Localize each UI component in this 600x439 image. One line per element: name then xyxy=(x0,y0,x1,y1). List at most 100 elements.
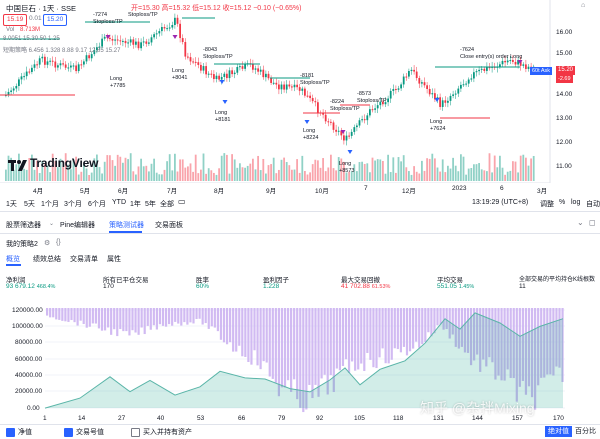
drawdown-bar xyxy=(244,308,247,357)
buy-button[interactable]: 15.20 xyxy=(43,14,68,26)
range-all[interactable]: 全部 xyxy=(160,201,174,208)
candle-body xyxy=(499,64,501,67)
drawdown-bar xyxy=(91,308,94,324)
tab-stock-screener[interactable]: 股票筛选器 xyxy=(6,222,41,229)
candle-body xyxy=(189,57,192,62)
log-toggle[interactable]: log xyxy=(571,199,581,206)
time-axis[interactable]: 4月 5月 6月 7月 8月 9月 10月 7 12月 2023 6 3月 xyxy=(0,184,550,195)
drawdown-bar xyxy=(262,308,265,362)
symbol-title[interactable]: 中国巨石 · 1天 · SSE xyxy=(6,4,77,13)
settings-icon[interactable]: ⚙ xyxy=(44,240,51,247)
drawdown-bar xyxy=(216,308,219,332)
drawdown-bar xyxy=(219,308,223,340)
drawdown-bar xyxy=(55,308,58,320)
volume-bar xyxy=(457,171,460,181)
metric-value: 11 xyxy=(519,283,526,290)
trades-checkbox[interactable] xyxy=(64,428,73,437)
adjust-toggle[interactable]: 调整 xyxy=(540,201,554,208)
volume-bar xyxy=(363,163,366,181)
volume-bar xyxy=(319,167,322,181)
candle-body xyxy=(41,56,44,59)
strategy-name[interactable]: 我的策略2 xyxy=(6,241,38,248)
volume-bar xyxy=(376,159,379,181)
candle-body xyxy=(124,40,127,44)
drawdown-bar xyxy=(378,308,381,358)
range-1y[interactable]: 1年 xyxy=(130,201,141,208)
range-3m[interactable]: 3个月 xyxy=(64,201,82,208)
range-5y[interactable]: 5年 xyxy=(145,201,156,208)
buy-hold-checkbox[interactable] xyxy=(131,428,140,437)
drawdown-bar xyxy=(149,308,152,330)
drawdown-bar xyxy=(527,308,531,387)
volume-value: 8.713M xyxy=(20,27,41,33)
equity-checkbox[interactable] xyxy=(6,428,15,437)
volume-bar xyxy=(423,170,426,181)
candle-body xyxy=(483,68,486,71)
range-6m[interactable]: 6个月 xyxy=(88,201,106,208)
subtab-overview[interactable]: 概览 xyxy=(6,256,20,263)
volume-bar xyxy=(389,172,392,181)
candle-body xyxy=(122,40,124,42)
clock-time[interactable]: 13:19:29 (UTC+8) xyxy=(472,199,529,206)
chevron-down-icon[interactable]: ⌄ xyxy=(49,221,55,227)
candle-body xyxy=(517,59,519,65)
candle-body xyxy=(270,78,272,83)
price-axis[interactable]: ⌂ 16.00 15.00 14.00 13.00 12.00 11.00 xyxy=(553,0,600,183)
drawdown-bar xyxy=(430,308,433,337)
source-code-icon[interactable]: {} xyxy=(56,239,61,246)
volume-bar xyxy=(506,171,509,181)
candle-body xyxy=(452,94,454,96)
auto-toggle[interactable]: 自动 xyxy=(586,201,600,208)
price-chart[interactable]: 中国巨石 · 1天 · SSE 开=15.30 高=15.32 低=15.12 … xyxy=(0,0,600,195)
candle-body xyxy=(356,125,358,128)
range-1m[interactable]: 1个月 xyxy=(41,201,59,208)
maximize-icon[interactable]: ◻ xyxy=(589,218,596,227)
candle-body xyxy=(473,72,475,79)
drawdown-bar xyxy=(530,308,534,398)
range-ytd[interactable]: YTD xyxy=(112,199,126,206)
tab-trading-panel[interactable]: 交易面板 xyxy=(155,222,183,229)
perf-y-tick: 100000.00 xyxy=(12,323,43,330)
candle-body xyxy=(465,83,467,85)
subtab-trade-list[interactable]: 交易清单 xyxy=(70,256,98,263)
volume-bar xyxy=(41,160,44,181)
volume-bar xyxy=(72,159,75,181)
volume-bar xyxy=(488,153,491,181)
candle-body xyxy=(90,54,93,59)
drawdown-bar xyxy=(488,308,491,358)
candle-body xyxy=(153,34,155,38)
drawdown-bar xyxy=(540,308,543,378)
percent-button[interactable]: 百分比 xyxy=(575,428,596,435)
volume-bar xyxy=(265,173,267,181)
percent-toggle[interactable]: % xyxy=(559,199,566,206)
trade-marker xyxy=(105,35,111,39)
candle-body xyxy=(337,130,340,132)
volume-bar xyxy=(517,172,519,181)
volume-bar xyxy=(109,155,111,181)
range-5d[interactable]: 5天 xyxy=(24,201,35,208)
candle-body xyxy=(343,135,345,141)
sell-button[interactable]: 15.19 xyxy=(3,14,28,26)
tab-strategy-tester[interactable]: 策略测试器 xyxy=(109,222,144,229)
drawdown-bar xyxy=(463,308,467,353)
volume-bar xyxy=(444,172,447,181)
subtab-properties[interactable]: 属性 xyxy=(107,256,121,263)
volume-bar xyxy=(431,153,434,181)
perf-y-tick: 60000.00 xyxy=(15,356,43,363)
tab-pine-editor[interactable]: Pine编辑器 xyxy=(60,222,96,229)
subtab-performance-summary[interactable]: 绩效总结 xyxy=(33,256,61,263)
volume-bar xyxy=(418,173,421,181)
candle-body xyxy=(142,41,145,43)
drawdown-bar xyxy=(168,308,171,325)
absolute-button[interactable]: 绝对值 xyxy=(545,426,572,437)
calendar-icon[interactable]: ▭ xyxy=(178,197,186,206)
drawdown-bar xyxy=(283,308,287,388)
candle-body xyxy=(350,131,353,136)
volume-bar xyxy=(168,154,171,181)
volume-bar xyxy=(20,170,23,181)
trade-marker xyxy=(340,130,346,134)
equity-chart[interactable]: 120000.00 100000.00 80000.00 60000.00 40… xyxy=(0,298,600,424)
drawdown-bar xyxy=(445,308,448,330)
collapse-icon[interactable]: ⌄ xyxy=(577,218,584,227)
range-1d[interactable]: 1天 xyxy=(6,201,17,208)
